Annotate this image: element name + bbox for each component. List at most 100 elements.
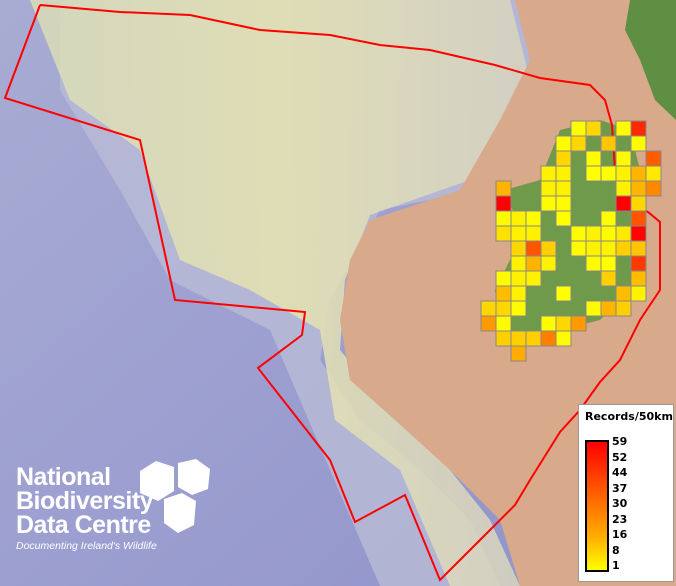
grid-cell[interactable]	[525, 270, 542, 287]
grid-cell[interactable]	[630, 165, 647, 182]
grid-cell[interactable]	[510, 300, 527, 317]
grid-cell[interactable]	[585, 300, 602, 317]
grid-cell[interactable]	[585, 120, 602, 137]
grid-cell[interactable]	[615, 165, 632, 182]
grid-cell[interactable]	[645, 150, 662, 167]
grid-cell[interactable]	[525, 210, 542, 227]
grid-cell[interactable]	[555, 330, 572, 347]
grid-cell[interactable]	[540, 330, 557, 347]
grid-cell[interactable]	[630, 240, 647, 257]
continental-shelf	[30, 0, 530, 586]
grid-cell[interactable]	[495, 180, 512, 197]
grid-cell[interactable]	[600, 135, 617, 152]
legend-tick-label: 59	[612, 435, 628, 448]
grid-cell[interactable]	[600, 225, 617, 242]
grid-cell[interactable]	[555, 210, 572, 227]
grid-cell[interactable]	[525, 255, 542, 272]
grid-cell[interactable]	[615, 240, 632, 257]
grid-cell[interactable]	[600, 240, 617, 257]
boundary-line	[3, 4, 661, 582]
grid-cell[interactable]	[600, 300, 617, 317]
grid-cell[interactable]	[525, 240, 542, 257]
grid-cell[interactable]	[495, 210, 512, 227]
grid-cell[interactable]	[525, 330, 542, 347]
legend-tick-label: 1	[612, 559, 620, 572]
grid-cell[interactable]	[495, 225, 512, 242]
grid-cell[interactable]	[570, 135, 587, 152]
grid-cell[interactable]	[630, 225, 647, 242]
grid-cell[interactable]	[615, 195, 632, 212]
grid-cell[interactable]	[585, 165, 602, 182]
grid-cell[interactable]	[630, 135, 647, 152]
grid-cell[interactable]	[555, 135, 572, 152]
legend-tick-label: 52	[612, 450, 628, 464]
grid-cell[interactable]	[630, 210, 647, 227]
grid-cell[interactable]	[555, 180, 572, 197]
grid-cell[interactable]	[615, 300, 632, 317]
legend: Records/50km 59 52 44 37 30 23 16 8 1	[578, 404, 674, 582]
grid-cell[interactable]	[510, 270, 527, 287]
grid-cell[interactable]	[495, 195, 512, 212]
grid-cell[interactable]	[510, 285, 527, 302]
legend-tick-label: 37	[612, 481, 628, 495]
grid-cell[interactable]	[495, 270, 512, 287]
logo-line-2: Biodiversity	[16, 487, 154, 515]
legend-tick-label: 8	[612, 543, 620, 557]
grid-cell[interactable]	[645, 180, 662, 197]
grid-cell[interactable]	[510, 225, 527, 242]
legend-title: Records/50km	[585, 410, 673, 423]
grid-cell[interactable]	[645, 165, 662, 182]
grid-cell[interactable]	[555, 315, 572, 332]
grid-cell[interactable]	[585, 225, 602, 242]
grid-cell[interactable]	[630, 120, 647, 137]
grid-cell[interactable]	[510, 330, 527, 347]
grid-cell[interactable]	[585, 255, 602, 272]
nbdc-logo: National Biodiversity Data Centre Docume…	[16, 459, 210, 552]
grid-cell[interactable]	[600, 255, 617, 272]
grid-cell[interactable]	[495, 330, 512, 347]
grid-cell[interactable]	[615, 180, 632, 197]
grid-cell[interactable]	[540, 240, 557, 257]
grid-cell[interactable]	[630, 180, 647, 197]
grid-cell[interactable]	[615, 285, 632, 302]
grid-cell[interactable]	[555, 150, 572, 167]
grid-cell[interactable]	[570, 240, 587, 257]
grid-cell[interactable]	[495, 315, 512, 332]
grid-cell[interactable]	[600, 270, 617, 287]
grid-cell[interactable]	[630, 195, 647, 212]
grid-cell[interactable]	[615, 120, 632, 137]
records-grid	[480, 120, 662, 362]
logo-line-3: Data Centre	[16, 511, 151, 539]
grid-cell[interactable]	[585, 240, 602, 257]
grid-cell[interactable]	[570, 120, 587, 137]
grid-cell[interactable]	[495, 285, 512, 302]
grid-cell[interactable]	[630, 270, 647, 287]
grid-cell[interactable]	[510, 255, 527, 272]
grid-cell[interactable]	[555, 195, 572, 212]
grid-cell[interactable]	[570, 315, 587, 332]
grid-cell[interactable]	[630, 285, 647, 302]
grid-cell[interactable]	[630, 255, 647, 272]
grid-cell[interactable]	[555, 285, 572, 302]
grid-cell[interactable]	[570, 225, 587, 242]
grid-cell[interactable]	[510, 240, 527, 257]
grid-cell[interactable]	[540, 180, 557, 197]
grid-cell[interactable]	[510, 210, 527, 227]
grid-cell[interactable]	[480, 300, 497, 317]
grid-cell[interactable]	[585, 150, 602, 167]
grid-cell[interactable]	[555, 165, 572, 182]
grid-cell[interactable]	[510, 345, 527, 362]
grid-cell[interactable]	[540, 195, 557, 212]
grid-cell[interactable]	[540, 255, 557, 272]
grid-cell[interactable]	[615, 150, 632, 167]
grid-cell[interactable]	[525, 225, 542, 242]
scotland-landmass	[625, 0, 676, 120]
grid-cell[interactable]	[600, 165, 617, 182]
grid-cell[interactable]	[540, 315, 557, 332]
grid-cell[interactable]	[480, 315, 497, 332]
grid-cell[interactable]	[540, 165, 557, 182]
grid-cell[interactable]	[600, 210, 617, 227]
grid-cell[interactable]	[495, 300, 512, 317]
grid-cell[interactable]	[615, 225, 632, 242]
